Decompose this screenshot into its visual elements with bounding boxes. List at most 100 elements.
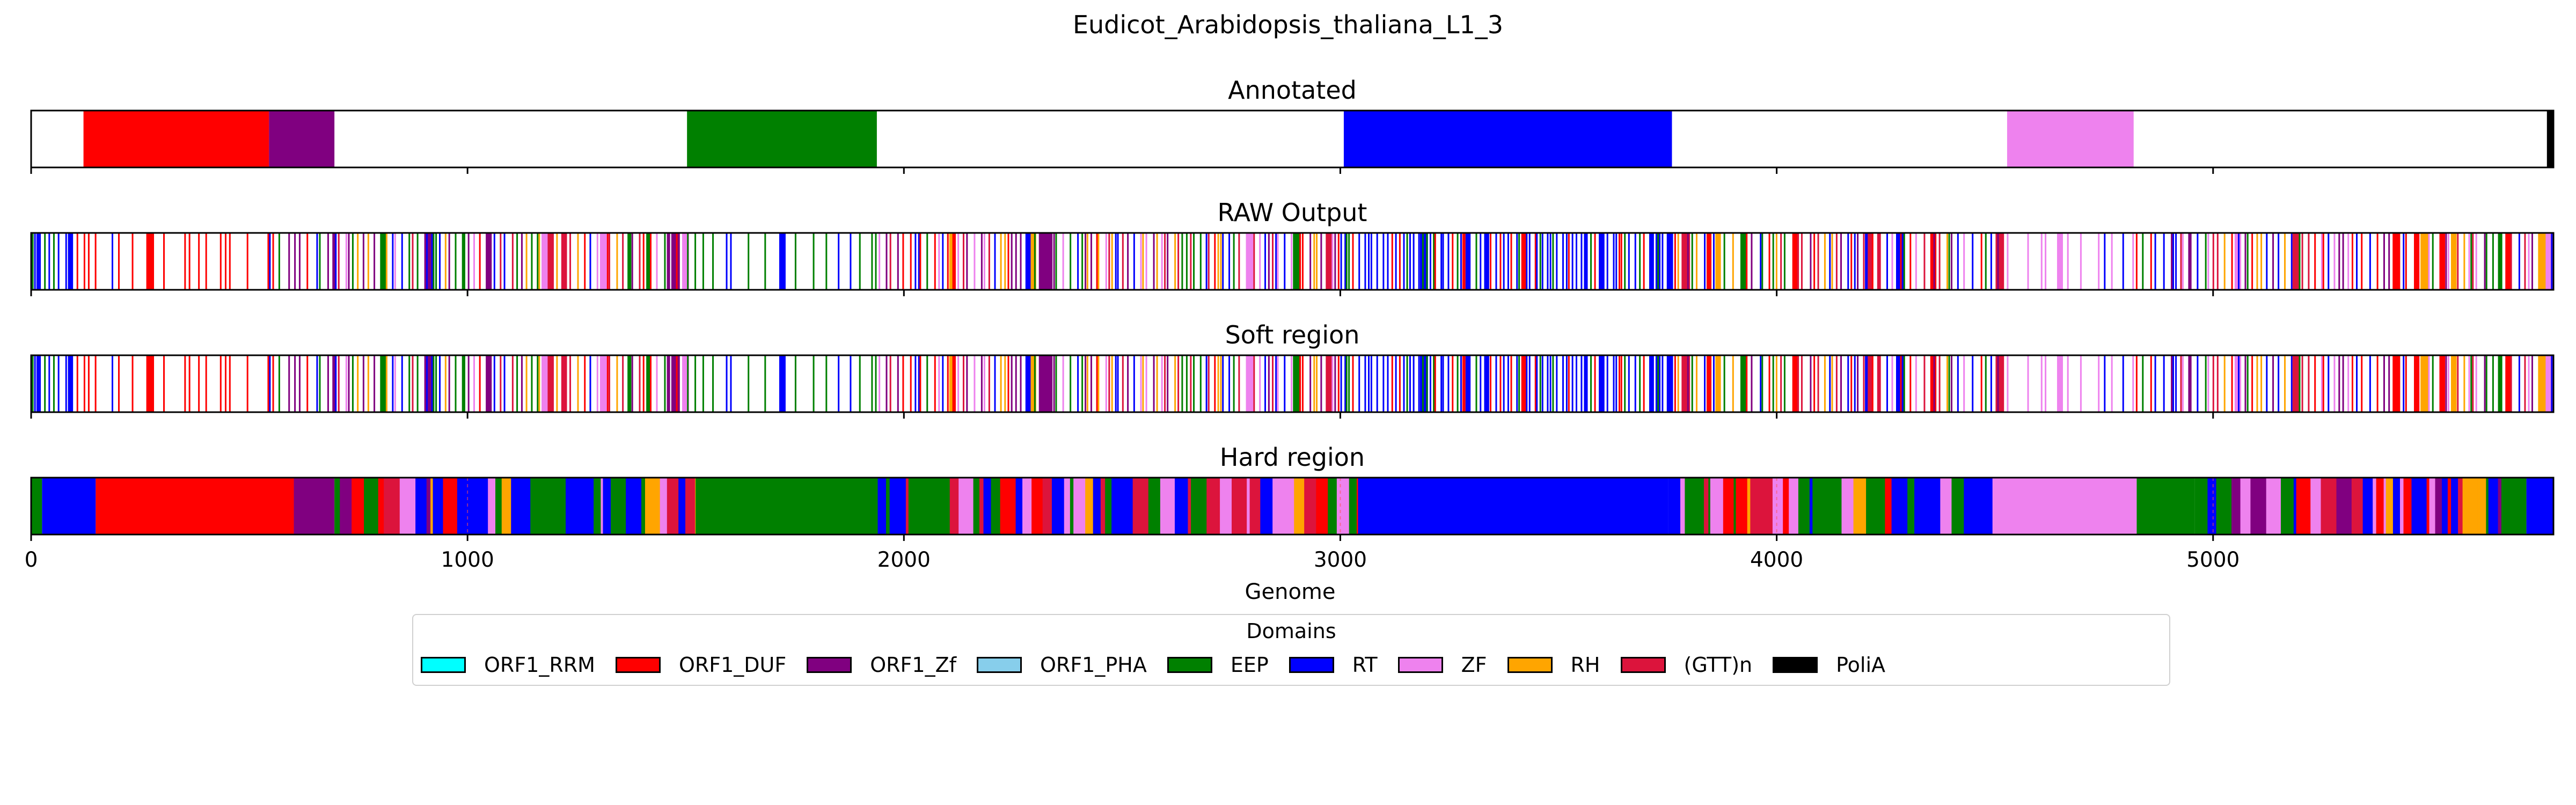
domain-hit-line [503,355,506,412]
domain-region [1117,478,1133,535]
domain-hit-line [1108,355,1110,412]
domain-region [1220,478,1232,535]
domain-hit-line [2472,355,2474,412]
domain-hit-line [1344,355,1346,412]
domain-hit-line [392,233,394,290]
domain-hit-line [2301,355,2303,412]
domain-hit-line [1600,355,1605,412]
legend-label: EEP [1230,653,1269,677]
domain-hit-line [1055,233,1057,290]
domain-hit-line [1985,355,1987,412]
domain-hit-line [1457,355,1459,412]
domain-region [885,478,890,535]
domain-hit-line [779,233,786,290]
domain-region [2392,478,2401,535]
domain-hit-line [1301,355,1304,412]
domain-hit-line [2445,233,2447,290]
domain-region [1148,478,1161,535]
domain-hit-line [2292,355,2300,412]
domain-region [1111,478,1118,535]
domain-hit-line [1391,355,1393,412]
domain-hit-line [1957,233,1959,290]
domain-hit-line [57,233,60,290]
domain-hit-line [2498,355,2502,412]
domain-hit-line [1062,355,1064,412]
domain-hit-line [1817,355,1819,412]
domain-hit-line [1475,233,1477,290]
domain-hit-line [2322,355,2324,412]
domain-hit-line [1619,233,1621,290]
domain-region [465,478,473,535]
domain-hit-line [1190,233,1192,290]
domain-hit-line [1433,233,1435,290]
domain-region [1966,478,1978,535]
domain-hit-line [1715,355,1721,412]
domain-hit-line [1264,233,1267,290]
domain-hit-line [1620,233,1622,290]
domain-hit-line [1915,355,1917,412]
domain-hit-line [537,233,539,290]
domain-hit-line [838,355,840,412]
domain-hit-line [1111,233,1113,290]
domain-hit-line [34,233,36,290]
domain-hit-line [1613,355,1615,412]
domain-region [1282,478,1294,535]
domain-region [1930,478,1941,535]
domain-hit-line [362,355,364,412]
domain-hit-line [1850,233,1853,290]
domain-hit-line [1526,233,1528,290]
domain-region [1708,478,1711,535]
domain-hit-line [2538,233,2546,290]
domain-hit-line [2154,355,2156,412]
domain-hit-line [1930,233,1937,290]
domain-hit-line [2510,355,2512,412]
domain-region [1798,478,1810,535]
domain-hit-line [2395,355,2397,412]
domain-hit-line [2432,355,2434,412]
domain-hit-line [2150,233,2152,290]
domain-hit-line [1217,233,1219,290]
domain-hit-line [1077,355,1079,412]
domain-hit-line [646,233,651,290]
domain-hit-line [1997,355,1999,412]
domain-hit-line [2284,233,2286,290]
domain-hit-line [352,233,354,290]
domain-region [2526,478,2553,535]
domain-hit-line [1345,355,1348,412]
domain-hit-line [2468,355,2470,412]
domain-hit-line [1668,233,1671,290]
domain-hit-line [596,355,598,412]
domain-hit-line [730,355,732,412]
domain-hit-line [980,233,983,290]
domain-hit-line [2376,355,2379,412]
domain-hit-line [1399,233,1401,290]
figure-title: Eudicot_Arabidopsis_thaliana_L1_3 [1073,10,1503,39]
domain-hit-line [163,233,165,290]
domain-hit-line [1643,355,1645,412]
domain-hit-line [486,355,492,412]
domain-hit-line [1127,355,1129,412]
domain-hit-line [1783,233,1785,290]
domain-hit-line [2104,355,2106,412]
domain-hit-line [2450,233,2457,290]
domain-hit-line [1613,233,1615,290]
domain-hit-line [1004,233,1006,290]
domain-hit-line [1480,233,1482,290]
domain-hit-line [889,233,891,290]
domain-hit-line [2308,355,2310,412]
domain-hit-line [1352,355,1354,412]
domain-hit-line [1217,355,1219,412]
domain-region [1951,478,1964,535]
domain-hit-line [146,233,154,290]
domain-hit-line [2538,355,2546,412]
domain-hit-line [1539,233,1541,290]
domain-hit-line [1761,355,1763,412]
domain-hit-line [649,233,652,290]
domain-hit-line [1337,233,1340,290]
domain-hit-line [1309,233,1312,290]
domain-region [2293,478,2297,535]
domain-hit-line [1181,233,1183,290]
domain-hit-line [2007,233,2009,290]
domain-hit-line [444,355,447,412]
domain-hit-line [1469,355,1471,412]
